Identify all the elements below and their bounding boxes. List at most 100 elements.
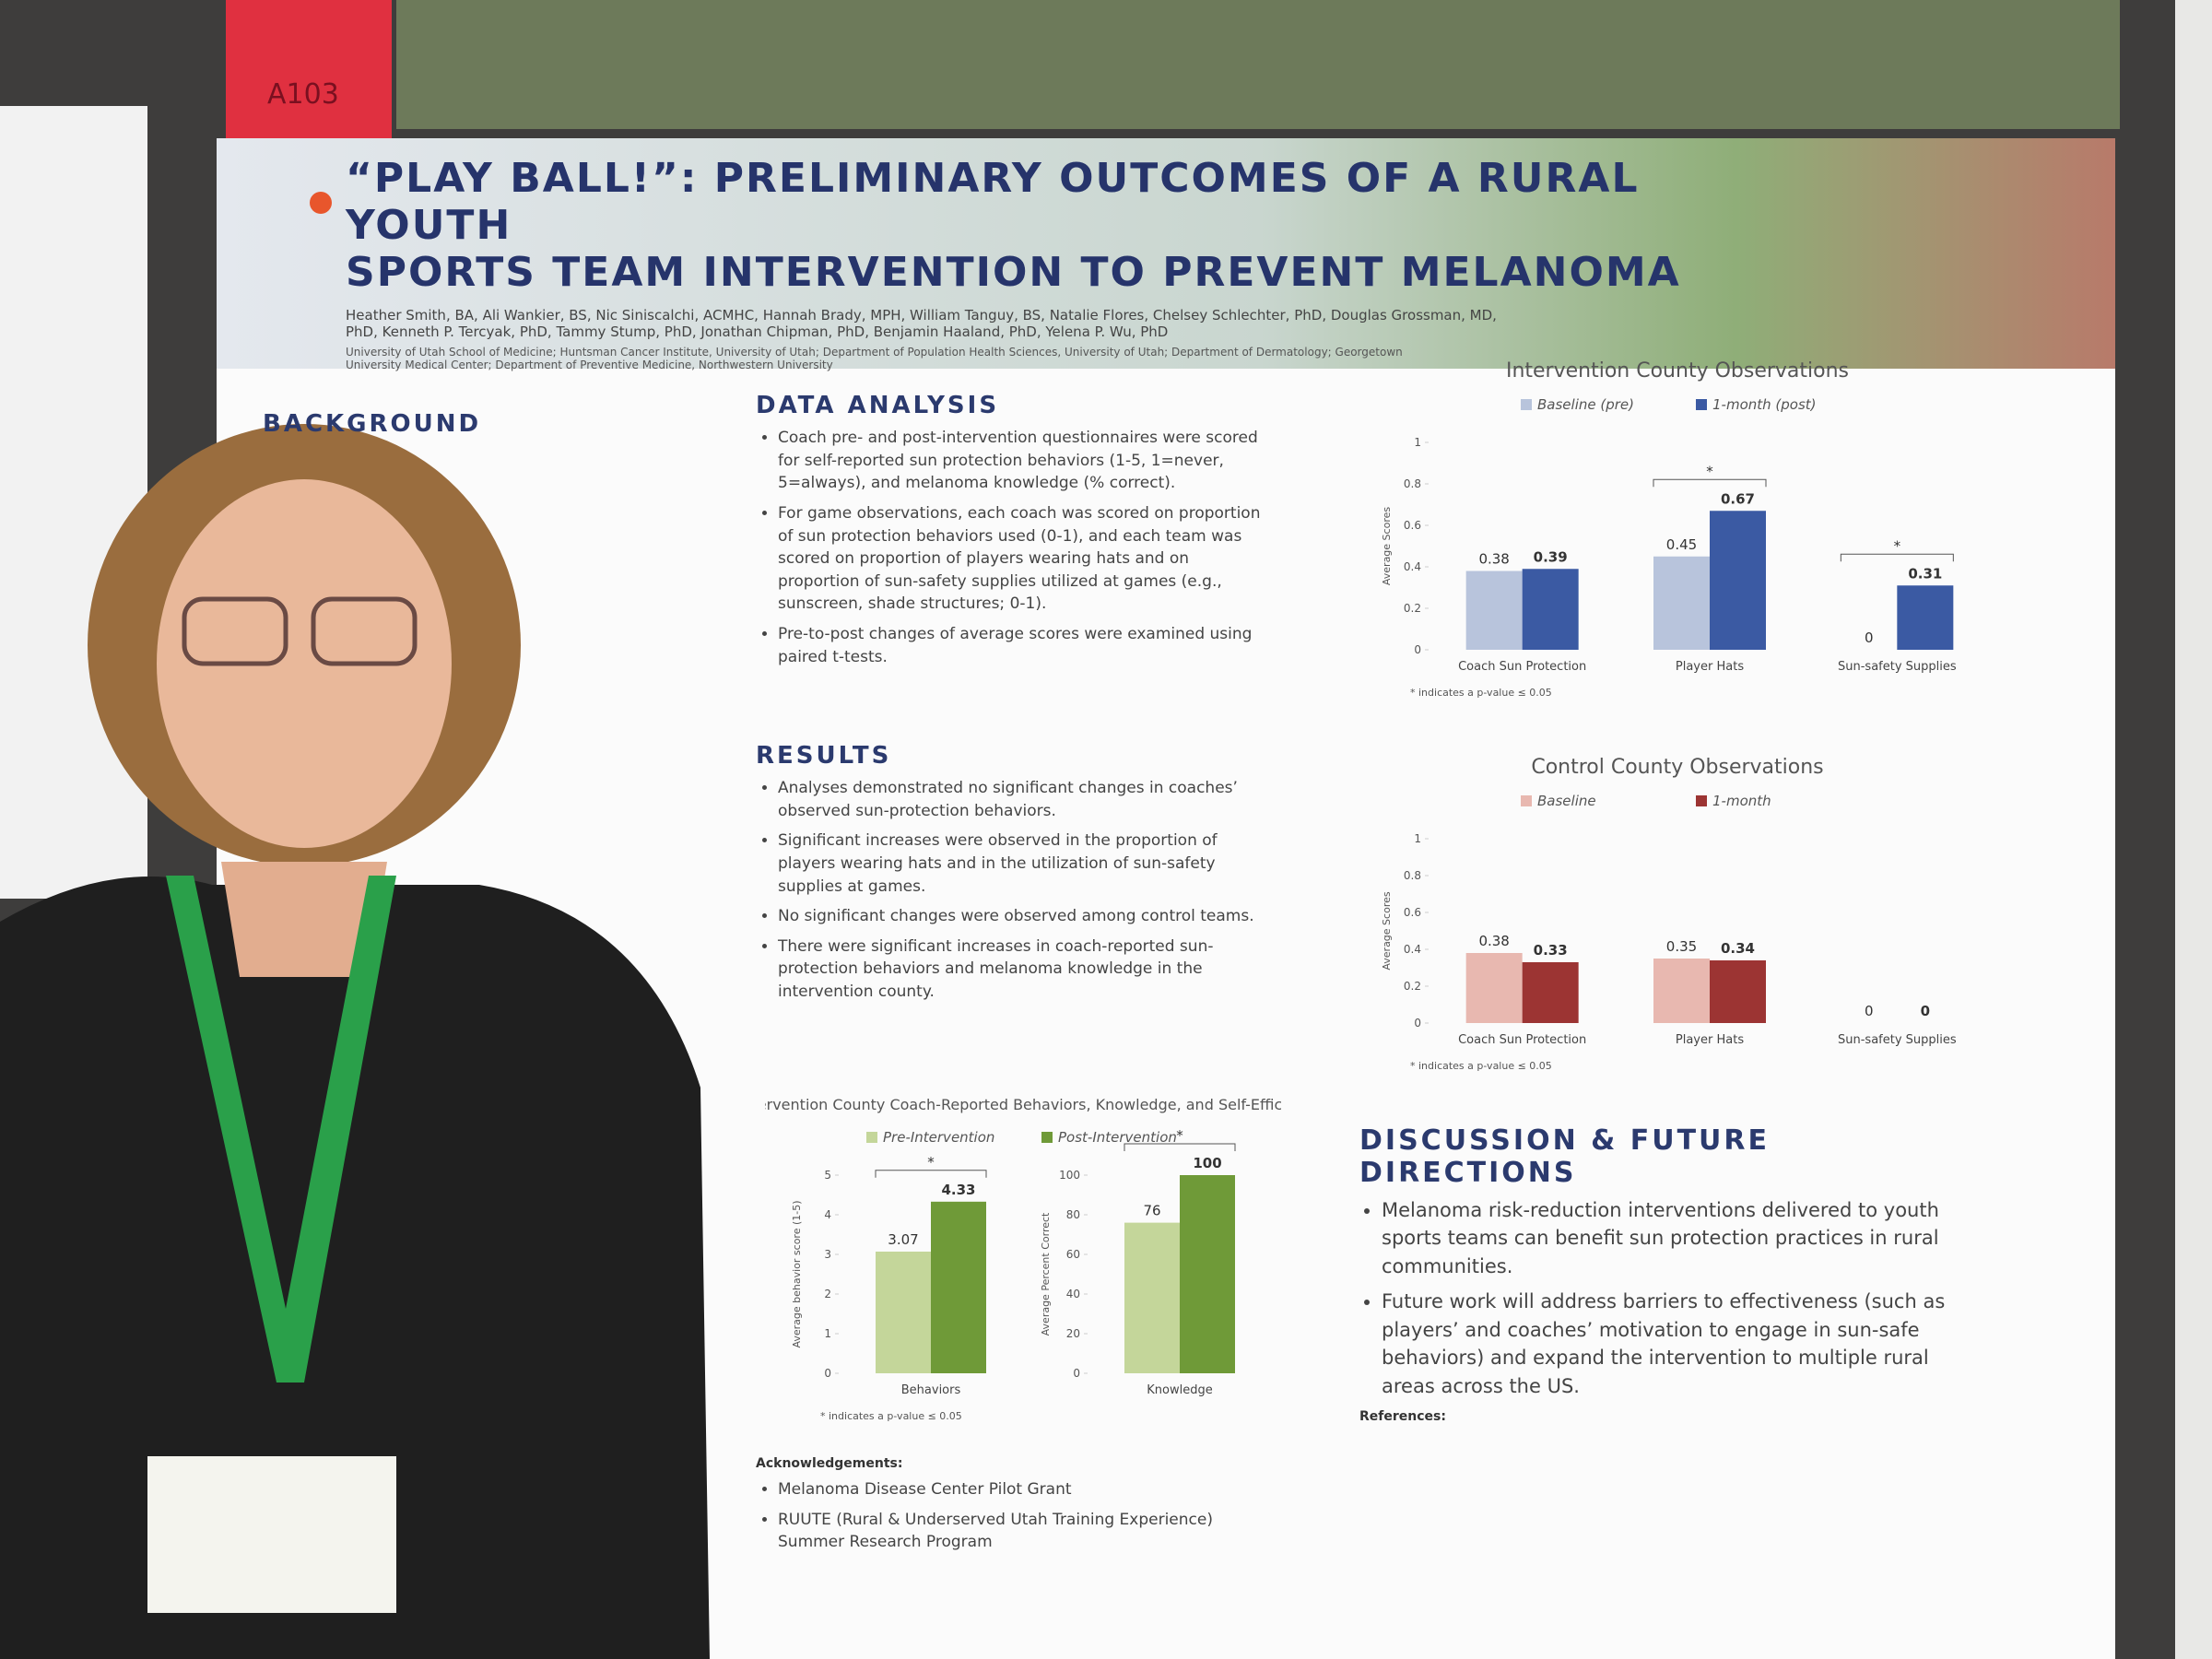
bullet: No significant changes were observed amo…: [778, 905, 1272, 928]
value-label: 0: [1865, 1003, 1874, 1019]
x-tick-label: Player Hats: [1676, 660, 1744, 674]
value-label: 3.07: [888, 1231, 918, 1248]
title-block: “PLAY BALL!”: PRELIMINARY OUTCOMES OF A …: [346, 155, 1728, 371]
value-label: 0.33: [1534, 942, 1568, 959]
chart-title: Control County Observations: [1531, 756, 1823, 779]
y-tick-label: 4: [824, 1208, 831, 1221]
value-label: 76: [1143, 1203, 1160, 1219]
value-label: 100: [1193, 1155, 1221, 1171]
y-axis-label: Average Scores: [1381, 507, 1393, 585]
bar: [1710, 960, 1766, 1023]
legend-swatch: [1696, 795, 1707, 806]
bar: [1710, 511, 1766, 650]
legend-swatch: [1041, 1132, 1053, 1143]
legend-swatch: [1696, 399, 1707, 410]
name-badge: [147, 1456, 396, 1613]
references-heading: References:: [1359, 1409, 1446, 1425]
bar: [876, 1251, 931, 1373]
y-tick-label: 0.8: [1404, 477, 1421, 490]
legend-label: 1-month (post): [1712, 396, 1817, 413]
value-label: 0.31: [1908, 565, 1942, 582]
bar: [931, 1201, 986, 1373]
bar: [1124, 1222, 1180, 1373]
y-tick-label: 0.4: [1404, 943, 1421, 956]
y-tick-label: 20: [1066, 1327, 1080, 1340]
chart-note: * indicates a p-value ≤ 0.05: [820, 1410, 962, 1422]
value-label: 0.39: [1534, 548, 1568, 565]
y-tick-label: 0.2: [1404, 980, 1421, 993]
legend-swatch: [866, 1132, 877, 1143]
bullet-list: Coach pre- and post-intervention questio…: [756, 427, 1272, 668]
value-label: 4.33: [941, 1182, 975, 1198]
significance-bracket: [875, 1170, 987, 1178]
x-tick-label: Coach Sun Protection: [1458, 1033, 1586, 1047]
results: RESULTS Analyses demonstrated no signifi…: [756, 742, 1272, 1011]
value-label: 0.38: [1478, 933, 1509, 949]
bar: [1653, 959, 1710, 1023]
x-tick-label: Behaviors: [901, 1383, 961, 1397]
bar: [1653, 556, 1710, 650]
legend-label: Baseline (pre): [1537, 396, 1634, 413]
value-label: 0.67: [1721, 490, 1755, 507]
y-tick-label: 100: [1059, 1169, 1080, 1182]
y-tick-label: 0: [1414, 643, 1421, 656]
bullet: Significant increases were observed in t…: [778, 830, 1272, 898]
chart-note: * indicates a p-value ≤ 0.05: [1410, 687, 1552, 699]
bullet: For game observations, each coach was sc…: [778, 502, 1272, 616]
bullet-list: Analyses demonstrated no significant cha…: [756, 777, 1272, 1004]
legend-label: Baseline: [1537, 793, 1596, 809]
bar: [1522, 962, 1579, 1023]
chart-note: * indicates a p-value ≤ 0.05: [1410, 1060, 1552, 1072]
poster-title: “PLAY BALL!”: PRELIMINARY OUTCOMES OF A …: [346, 155, 1640, 249]
y-tick-label: 0: [1073, 1367, 1080, 1380]
significance-label: *: [927, 1154, 935, 1171]
value-label: 0.35: [1666, 938, 1697, 955]
bar: [1897, 585, 1954, 650]
chart-title: Intervention County Observations: [1506, 359, 1849, 382]
significance-label: *: [1894, 537, 1901, 554]
y-tick-label: 0: [824, 1367, 831, 1380]
poster-title: SPORTS TEAM INTERVENTION TO PREVENT MELA…: [346, 249, 1681, 296]
bullet: Melanoma risk-reduction interventions de…: [1382, 1196, 1977, 1280]
bullet: There were significant increases in coac…: [778, 935, 1272, 1004]
x-tick-label: Sun-safety Supplies: [1838, 1033, 1957, 1047]
y-tick-label: 3: [824, 1248, 831, 1261]
y-tick-label: 80: [1066, 1208, 1080, 1221]
bullet: Pre-to-post changes of average scores we…: [778, 623, 1272, 668]
value-label: 0: [1921, 1003, 1930, 1019]
bullet: RUUTE (Rural & Underserved Utah Training…: [778, 1509, 1272, 1554]
bullet: Melanoma Disease Center Pilot Grant: [778, 1478, 1272, 1501]
y-tick-label: 0.2: [1404, 602, 1421, 615]
y-tick-label: 2: [824, 1288, 831, 1300]
top-photo: [396, 0, 2120, 129]
bar: [1465, 953, 1523, 1023]
legend-swatch: [1521, 399, 1532, 410]
value-label: 0: [1865, 629, 1874, 646]
legend-label: Pre-Intervention: [883, 1129, 994, 1146]
value-label: 0.34: [1721, 940, 1755, 957]
chart: Intervention County Observations Baseline…: [1381, 359, 1957, 699]
bar: [1180, 1175, 1235, 1373]
y-tick-label: 1: [1414, 436, 1421, 449]
legend-swatch: [1521, 795, 1532, 806]
data-analysis: DATA ANALYSIS Coach pre- and post-interv…: [756, 392, 1272, 676]
significance-label: *: [1706, 463, 1713, 479]
discussion: DISCUSSION & FUTURE DIRECTIONS Melanoma …: [1359, 1124, 1977, 1424]
y-tick-label: 0.8: [1404, 869, 1421, 882]
glasses: [311, 596, 418, 666]
significance-bracket: [1124, 1143, 1236, 1151]
y-tick-label: 5: [824, 1169, 831, 1182]
legend-label: 1-month: [1712, 793, 1771, 809]
legend-label: Post-Intervention: [1058, 1129, 1177, 1146]
chart: Control County Observations Baseline 1-mon…: [1381, 756, 1957, 1072]
lanyard: [166, 876, 396, 1382]
y-tick-label: 60: [1066, 1248, 1080, 1261]
x-tick-label: Knowledge: [1147, 1383, 1212, 1397]
person-neck: [221, 862, 387, 977]
y-tick-label: 1: [1414, 832, 1421, 845]
room-sign: A103: [267, 78, 339, 111]
y-axis-label: Average Percent Correct: [1040, 1212, 1052, 1335]
y-tick-label: 0.6: [1404, 519, 1421, 532]
